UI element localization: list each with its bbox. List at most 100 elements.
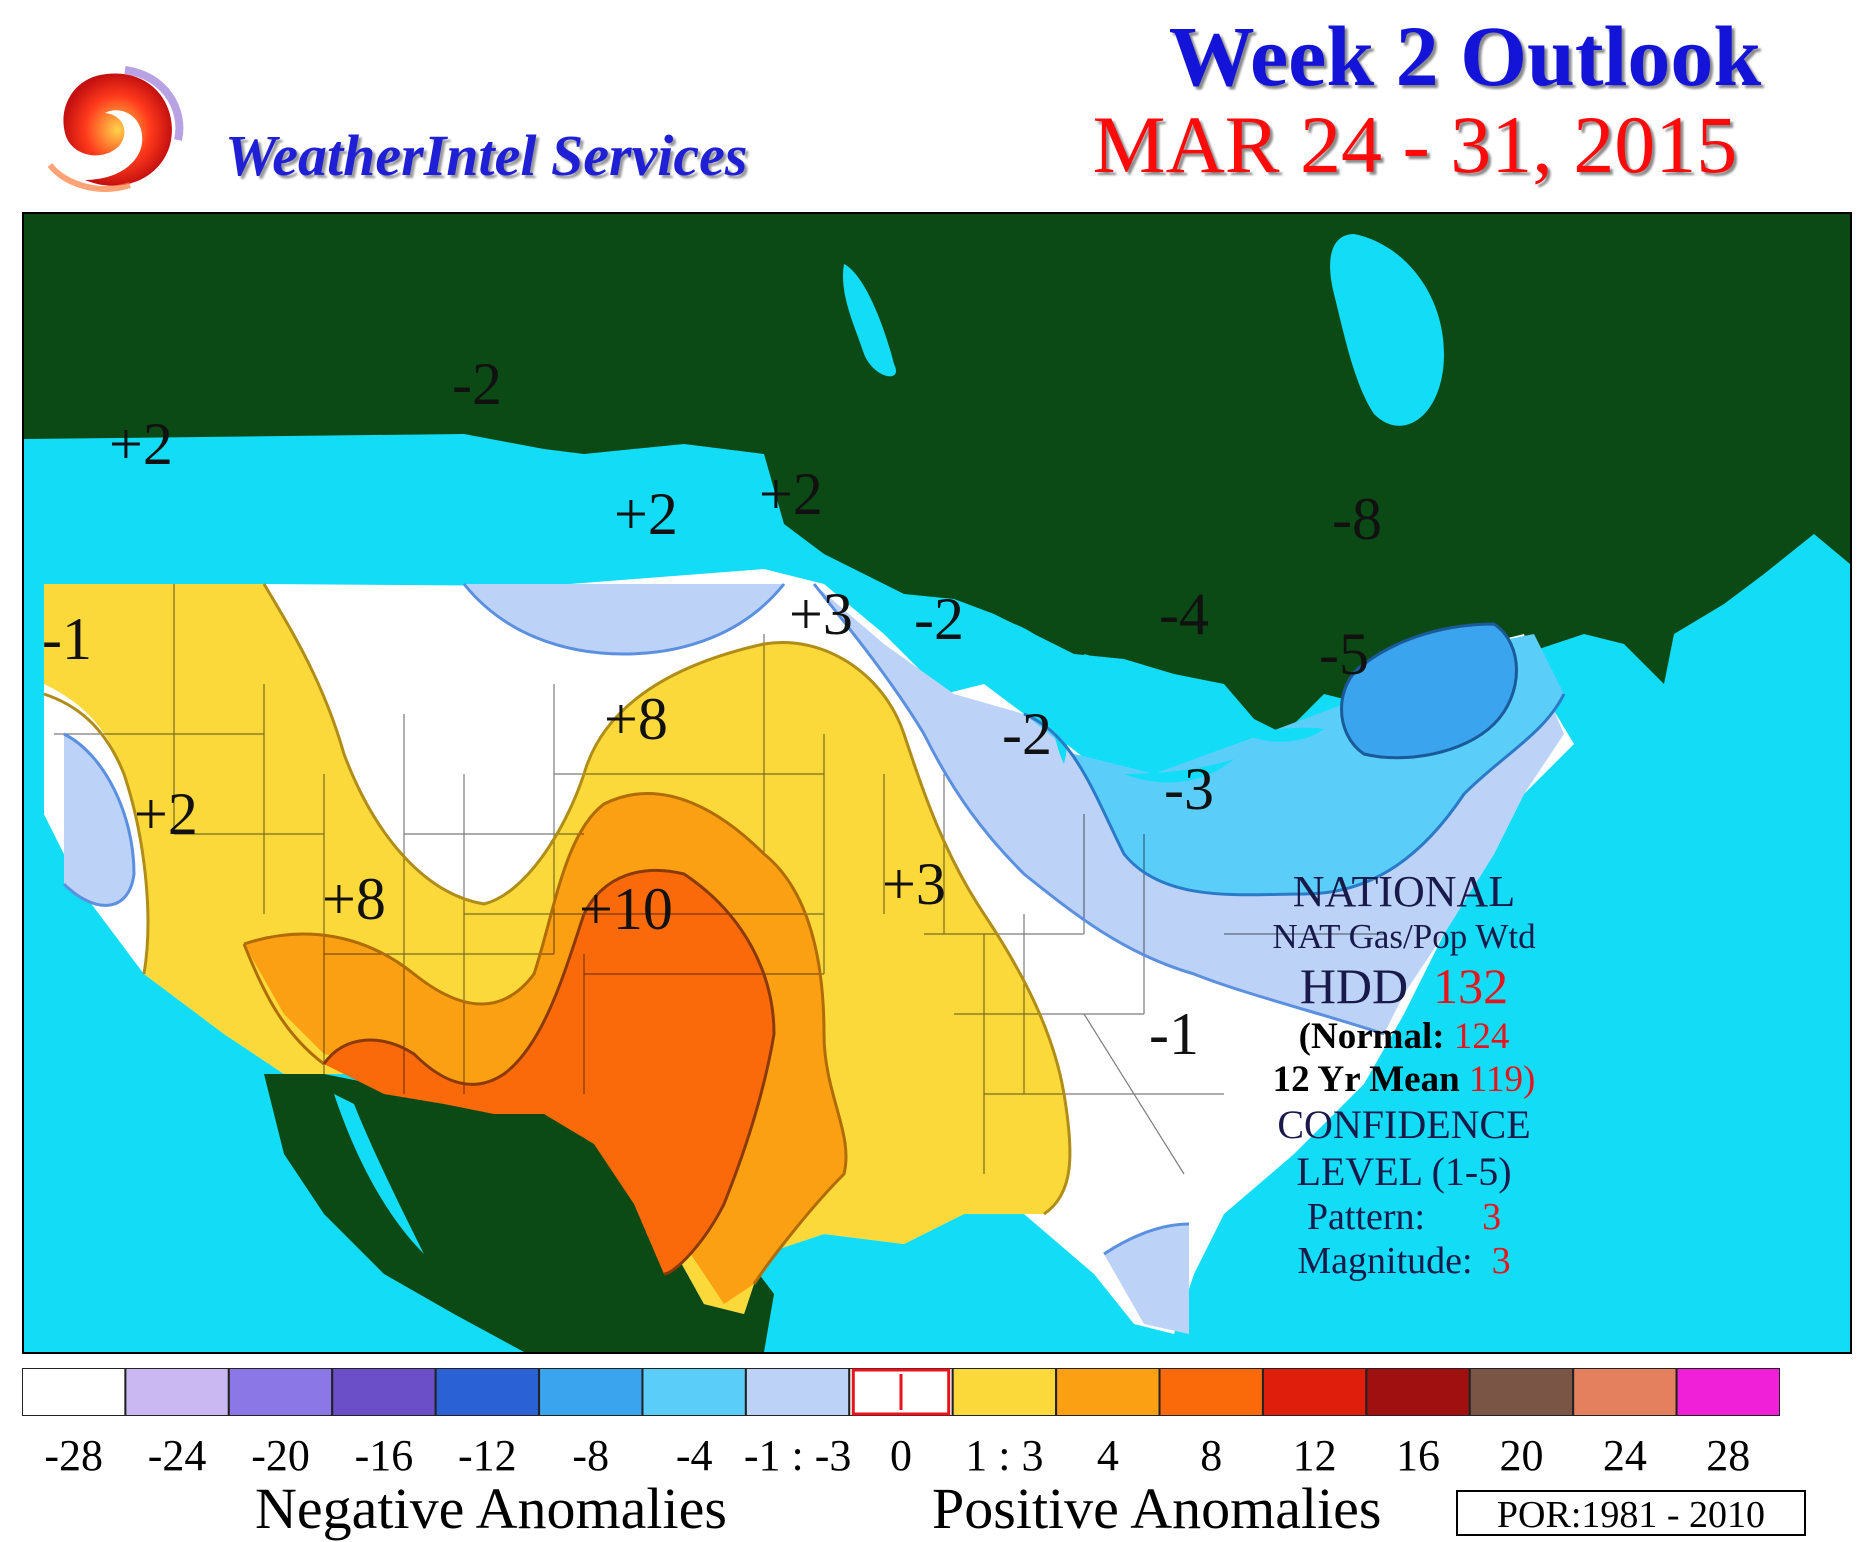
anomaly-region-minus-west-2 (64, 734, 134, 906)
positive-anomalies-label: Positive Anomalies (932, 1476, 1382, 1541)
legend-tick-label: -24 (147, 1431, 207, 1480)
contour-minus-west (62, 732, 136, 907)
gulf-of-california (334, 1094, 424, 1254)
anomaly-label: +2 (614, 481, 678, 547)
legend-swatch (1572, 1368, 1678, 1416)
mexico-land (264, 1054, 774, 1352)
pattern-value: 3 (1482, 1196, 1502, 1238)
anomaly-label: +2 (759, 461, 823, 527)
anomaly-label: -5 (1319, 621, 1369, 687)
header: WeatherIntel Services Week 2 Outlook MAR… (0, 0, 1870, 215)
map-frame: +2 -2 +2 +2 -1 +3 -2 -8 -4 -5 +8 -2 +2 -… (22, 212, 1852, 1354)
info-magnitude: Magnitude: 3 (1254, 1239, 1554, 1283)
info-mean: 12 Yr Mean 119) (1254, 1058, 1554, 1101)
legend-swatch (331, 1368, 437, 1416)
legend-swatch (641, 1368, 747, 1416)
great-lake-superior (904, 599, 1034, 639)
legend-swatch (1675, 1368, 1780, 1416)
anomaly-label: -2 (914, 586, 964, 652)
magnitude-label: Magnitude: (1297, 1240, 1473, 1282)
contour-minus (812, 583, 1385, 1036)
hudson-bay (1330, 234, 1444, 426)
info-confidence: CONFIDENCE (1277, 1102, 1531, 1147)
contour-lines (43, 583, 1566, 1285)
anomaly-label: -8 (1332, 486, 1382, 552)
legend-tick-label: 4 (1096, 1431, 1119, 1480)
anomaly-label: +2 (134, 781, 198, 847)
info-normal: (Normal: 124 (1254, 1015, 1554, 1058)
legend-tick-label: 16 (1396, 1431, 1441, 1480)
great-lake-michigan (1044, 644, 1068, 764)
legend-swatch (538, 1368, 644, 1416)
anomaly-label: +10 (579, 876, 673, 942)
contour-plus-8 (322, 868, 776, 1276)
northern-lake (843, 264, 897, 377)
legend-tick-label: -16 (354, 1431, 414, 1480)
info-region: NATIONAL (1292, 867, 1516, 916)
mean-value: 119) (1468, 1059, 1536, 1100)
legend-swatch (1468, 1368, 1575, 1416)
info-pattern: Pattern: 3 (1254, 1195, 1554, 1239)
great-lake-erie (1124, 759, 1234, 783)
legend-swatch (951, 1368, 1058, 1416)
info-confidence-level: LEVEL (1-5) (1296, 1149, 1512, 1194)
legend-tick-label: -4 (675, 1431, 713, 1480)
contour-plus-4 (242, 792, 848, 1285)
anomaly-label: -3 (1164, 756, 1214, 822)
anomaly-region-plus-8 (324, 870, 774, 1274)
contour-minus-fl (1103, 1222, 1190, 1256)
page-title: Week 2 Outlook (1168, 8, 1762, 104)
normal-label: (Normal: (1298, 1016, 1445, 1057)
anomaly-map: +2 -2 +2 +2 -1 +3 -2 -8 -4 -5 +8 -2 +2 -… (24, 214, 1850, 1352)
great-lake-ontario (1244, 727, 1324, 742)
info-hdd: HDD 132 (1254, 957, 1554, 1015)
zero-marker (851, 1368, 951, 1416)
great-lake-huron (1084, 654, 1137, 734)
contour-plus-west (262, 583, 1072, 1216)
hdd-label: HDD (1299, 958, 1409, 1014)
legend-tick-label: 28 (1706, 1431, 1751, 1480)
legend-tick-label: 12 (1292, 1431, 1337, 1480)
state-borders (54, 584, 1384, 1175)
anomaly-label: -4 (1159, 581, 1209, 647)
mean-label: 12 Yr Mean (1272, 1059, 1460, 1100)
anomaly-region-minus-8 (1341, 624, 1517, 758)
anomaly-label: -2 (452, 351, 502, 417)
pattern-label: Pattern: (1306, 1196, 1426, 1238)
anomaly-labels: +2 -2 +2 +2 -1 +3 -2 -8 -4 -5 +8 -2 +2 -… (42, 351, 1382, 1067)
legend-swatch (22, 1368, 127, 1416)
legend-swatch (1261, 1368, 1368, 1416)
anomaly-label: +8 (604, 686, 668, 752)
info-weighting: NAT Gas/Pop Wtd (1272, 917, 1536, 956)
legend-swatch (744, 1368, 851, 1416)
legend-swatch (1158, 1368, 1264, 1416)
contour-minus-4 (1023, 693, 1566, 897)
por-box: POR:1981 - 2010 (1456, 1490, 1806, 1536)
anomaly-label: +3 (789, 581, 853, 647)
brand-name: WeatherIntel Services (225, 123, 748, 188)
hdd-value: 132 (1433, 958, 1509, 1014)
anomaly-label: +8 (322, 866, 386, 932)
anomaly-label: -1 (42, 606, 92, 672)
anomaly-label: -2 (1002, 701, 1052, 767)
legend-tick-label: -1 : -3 (743, 1431, 852, 1480)
legend-tick-label: 20 (1499, 1431, 1544, 1480)
legend-tick-label: -20 (251, 1431, 310, 1480)
legend-tick-label: -8 (572, 1431, 610, 1480)
legend-swatch (124, 1368, 230, 1416)
anomaly-label: -1 (1149, 1001, 1199, 1067)
contour-minus-north (462, 583, 786, 656)
weatherintel-logo-icon (47, 66, 184, 192)
negative-anomalies-label: Negative Anomalies (255, 1476, 727, 1541)
legend-swatch (227, 1368, 334, 1416)
info-box: NATIONAL NAT Gas/Pop Wtd HDD 132 (Normal… (1254, 866, 1554, 1283)
normal-value: 124 (1453, 1016, 1510, 1057)
color-legend (22, 1368, 1780, 1416)
legend-tick-label: -12 (458, 1431, 517, 1480)
date-range: MAR 24 - 31, 2015 (1092, 99, 1738, 190)
contour-minus-8 (1340, 622, 1518, 760)
anomaly-label: +2 (109, 411, 173, 477)
anomaly-region-minus-fl (1104, 1224, 1189, 1334)
legend-tick-label: 1 : 3 (965, 1431, 1044, 1480)
magnitude-value: 3 (1491, 1240, 1511, 1282)
